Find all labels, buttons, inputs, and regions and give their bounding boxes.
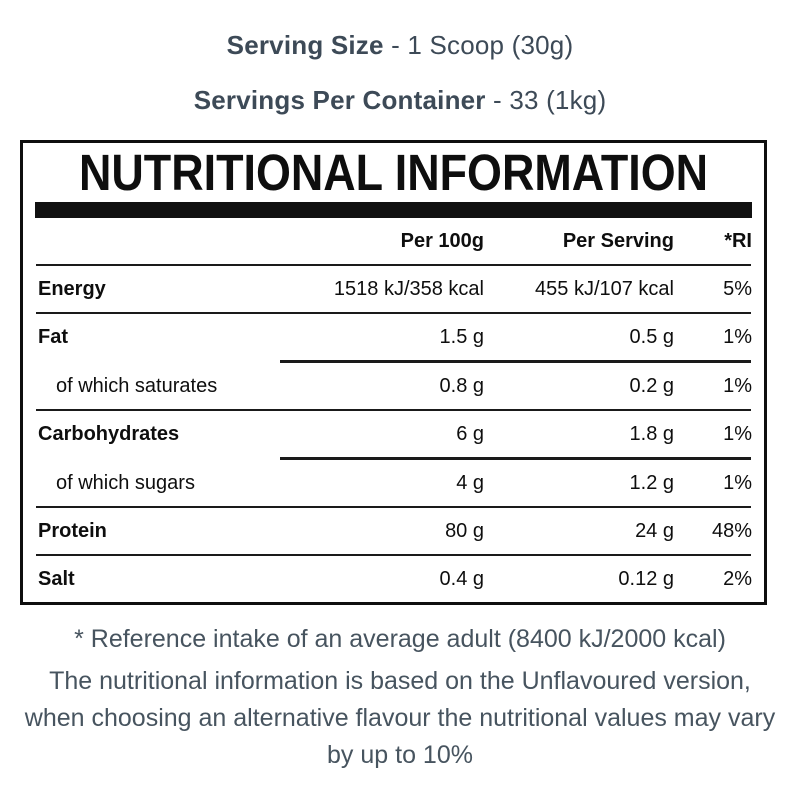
- row-label: Energy: [38, 277, 106, 300]
- col-header-per-100g: Per 100g: [400, 229, 484, 252]
- row-ri: 1%: [723, 422, 752, 445]
- row-per-100g: 4 g: [456, 471, 484, 494]
- row-label: Protein: [38, 519, 107, 542]
- rule-partial: [280, 360, 751, 363]
- table-row-protein: Protein 80 g 24 g 48%: [23, 508, 764, 554]
- rule-full: [36, 506, 751, 508]
- row-per-100g: 1518 kJ/358 kcal: [333, 277, 484, 300]
- table-row-salt: Salt 0.4 g 0.12 g 2%: [23, 556, 764, 602]
- flavour-note-line2: when choosing an alternative flavour the…: [24, 704, 776, 732]
- flavour-note-line3: by up to 10%: [327, 741, 473, 769]
- row-per-serving: 455 kJ/107 kcal: [535, 277, 674, 300]
- row-label: of which sugars: [56, 471, 195, 494]
- rule-partial: [280, 457, 751, 460]
- servings-per-container-line: Servings Per Container - 33 (1kg): [0, 85, 800, 116]
- flavour-note-line1: The nutritional information is based on …: [49, 667, 751, 695]
- rule-under-header: [36, 264, 751, 266]
- row-per-100g: 1.5 g: [439, 325, 484, 348]
- row-per-serving: 1.2 g: [629, 471, 674, 494]
- serving-size-label: Serving Size: [226, 30, 384, 60]
- row-per-100g: 6 g: [456, 422, 484, 445]
- row-ri: 1%: [723, 374, 752, 397]
- row-ri: 1%: [723, 325, 752, 348]
- row-per-100g: 80 g: [445, 519, 484, 542]
- row-per-serving: 0.12 g: [618, 567, 674, 590]
- row-ri: 5%: [723, 277, 752, 300]
- nutrition-table: NUTRITIONAL INFORMATION Per 100g Per Ser…: [20, 140, 767, 605]
- col-header-ri: *RI: [724, 229, 752, 252]
- servings-per-container-value: - 33 (1kg): [485, 85, 607, 115]
- table-row-carbohydrates: Carbohydrates 6 g 1.8 g 1%: [23, 411, 764, 457]
- row-per-serving: 1.8 g: [629, 422, 674, 445]
- serving-size-line: Serving Size - 1 Scoop (30g): [0, 30, 800, 61]
- col-header-per-serving: Per Serving: [562, 229, 674, 252]
- row-label: Carbohydrates: [38, 422, 180, 445]
- table-row-saturates: of which saturates 0.8 g 0.2 g 1%: [23, 363, 764, 409]
- rule-full: [36, 312, 751, 314]
- servings-per-container-label: Servings Per Container: [193, 85, 486, 115]
- row-label: of which saturates: [56, 374, 218, 397]
- rule-full: [36, 409, 751, 411]
- table-row-fat: Fat 1.5 g 0.5 g 1%: [23, 314, 764, 360]
- row-ri: 2%: [723, 567, 752, 590]
- row-per-serving: 0.5 g: [629, 325, 674, 348]
- row-per-serving: 0.2 g: [629, 374, 674, 397]
- table-row-sugars: of which sugars 4 g 1.2 g 1%: [23, 460, 764, 506]
- row-per-100g: 0.4 g: [439, 567, 484, 590]
- row-per-serving: 24 g: [635, 519, 674, 542]
- row-ri: 48%: [711, 519, 752, 542]
- row-per-100g: 0.8 g: [439, 374, 484, 397]
- table-header-row: Per 100g Per Serving *RI: [23, 218, 764, 264]
- serving-size-value: - 1 Scoop (30g): [383, 30, 574, 60]
- rule-full: [36, 554, 751, 556]
- row-label: Salt: [38, 567, 75, 590]
- footnotes: * Reference intake of an average adult (…: [0, 621, 800, 774]
- serving-info: Serving Size - 1 Scoop (30g) Servings Pe…: [0, 0, 800, 116]
- reference-intake-note: * Reference intake of an average adult (…: [74, 625, 726, 653]
- nutrition-table-title: NUTRITIONAL INFORMATION: [78, 144, 709, 201]
- row-ri: 1%: [723, 471, 752, 494]
- title-divider-bar: [35, 202, 752, 218]
- table-row-energy: Energy 1518 kJ/358 kcal 455 kJ/107 kcal …: [23, 266, 764, 312]
- row-label: Fat: [38, 325, 68, 348]
